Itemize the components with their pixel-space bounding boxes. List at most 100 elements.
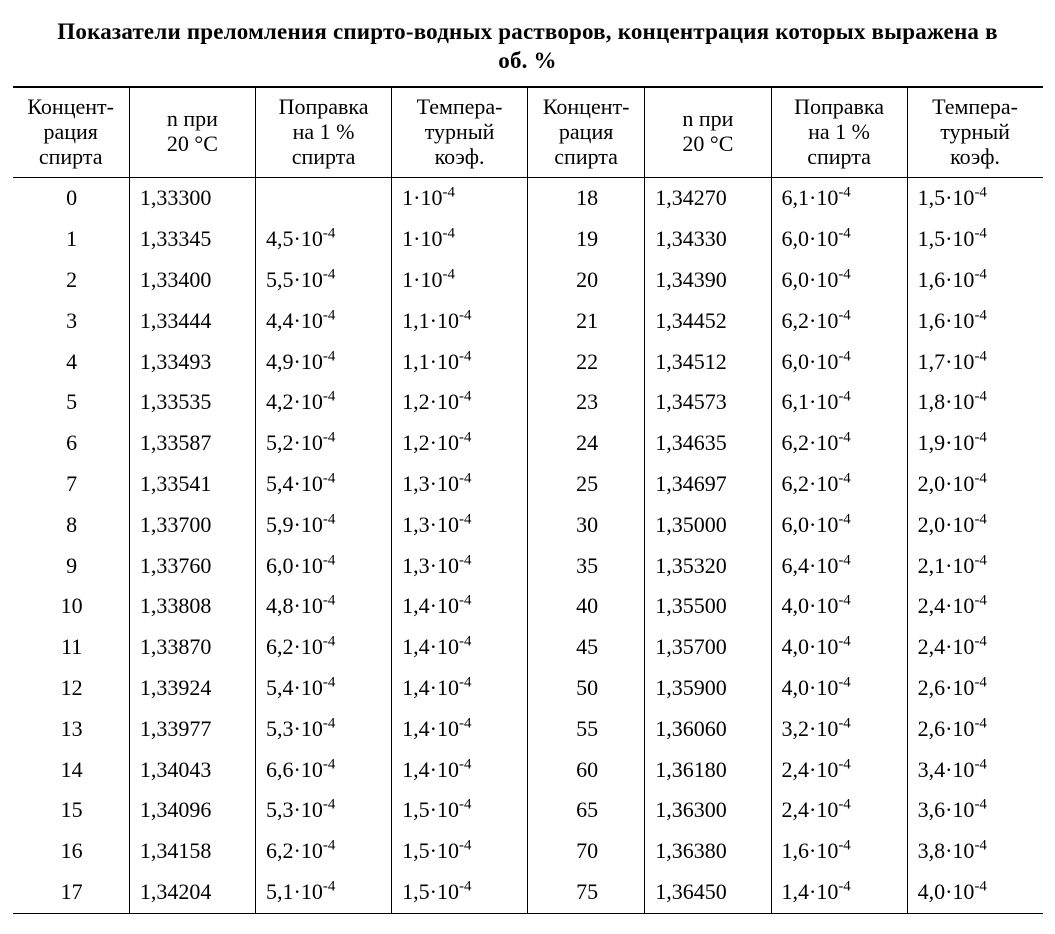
cell-corr_l: 6,6·10-4 xyxy=(256,750,392,791)
cell-conc_l: 1 xyxy=(13,219,130,260)
table-row: 41,334934,9·10-41,1·10-4221,345126,0·10-… xyxy=(13,342,1043,383)
cell-n_r: 1,36180 xyxy=(645,750,771,791)
cell-n_r: 1,34512 xyxy=(645,342,771,383)
table-row: 111,338706,2·10-41,4·10-4451,357004,0·10… xyxy=(13,627,1043,668)
cell-conc_r: 24 xyxy=(527,423,644,464)
cell-n_r: 1,36450 xyxy=(645,872,771,913)
cell-conc_r: 18 xyxy=(527,178,644,219)
cell-conc_l: 9 xyxy=(13,546,130,587)
cell-tcoef_l: 1·10-4 xyxy=(392,178,528,219)
cell-tcoef_l: 1,5·10-4 xyxy=(392,872,528,913)
cell-conc_l: 3 xyxy=(13,301,130,342)
cell-tcoef_l: 1·10-4 xyxy=(392,260,528,301)
cell-tcoef_l: 1,2·10-4 xyxy=(392,382,528,423)
col-header-conc_r: Концент-рацияспирта xyxy=(527,87,644,178)
cell-conc_l: 11 xyxy=(13,627,130,668)
cell-n_r: 1,35500 xyxy=(645,586,771,627)
cell-corr_l xyxy=(256,178,392,219)
cell-n_r: 1,35000 xyxy=(645,505,771,546)
cell-corr_l: 4,2·10-4 xyxy=(256,382,392,423)
table-title: Показатели преломления спирто-водных рас… xyxy=(48,18,1008,76)
cell-n_l: 1,33345 xyxy=(129,219,255,260)
col-header-n_l: n при20 °C xyxy=(129,87,255,178)
cell-tcoef_l: 1,3·10-4 xyxy=(392,464,528,505)
cell-n_l: 1,33760 xyxy=(129,546,255,587)
cell-tcoef_r: 1,6·10-4 xyxy=(907,260,1042,301)
cell-corr_l: 4,5·10-4 xyxy=(256,219,392,260)
cell-tcoef_r: 3,4·10-4 xyxy=(907,750,1042,791)
cell-conc_r: 30 xyxy=(527,505,644,546)
cell-conc_l: 12 xyxy=(13,668,130,709)
table-row: 11,333454,5·10-41·10-4191,343306,0·10-41… xyxy=(13,219,1043,260)
table-row: 71,335415,4·10-41,3·10-4251,346976,2·10-… xyxy=(13,464,1043,505)
col-header-n_r: n при20 °C xyxy=(645,87,771,178)
cell-n_r: 1,34452 xyxy=(645,301,771,342)
table-row: 101,338084,8·10-41,4·10-4401,355004,0·10… xyxy=(13,586,1043,627)
cell-conc_r: 60 xyxy=(527,750,644,791)
cell-n_r: 1,36060 xyxy=(645,709,771,750)
cell-conc_r: 22 xyxy=(527,342,644,383)
cell-corr_l: 5,1·10-4 xyxy=(256,872,392,913)
cell-corr_r: 6,1·10-4 xyxy=(771,178,907,219)
table-row: 01,333001·10-4181,342706,1·10-41,5·10-4 xyxy=(13,178,1043,219)
cell-corr_r: 3,2·10-4 xyxy=(771,709,907,750)
cell-corr_r: 6,2·10-4 xyxy=(771,423,907,464)
cell-conc_l: 15 xyxy=(13,790,130,831)
cell-n_r: 1,36300 xyxy=(645,790,771,831)
table-row: 141,340436,6·10-41,4·10-4601,361802,4·10… xyxy=(13,750,1043,791)
cell-conc_l: 14 xyxy=(13,750,130,791)
cell-tcoef_r: 1,9·10-4 xyxy=(907,423,1042,464)
cell-conc_r: 19 xyxy=(527,219,644,260)
cell-conc_r: 35 xyxy=(527,546,644,587)
refraction-table: Концент-рацияспиртаn при20 °CПоправкана … xyxy=(13,86,1043,914)
cell-n_r: 1,34573 xyxy=(645,382,771,423)
cell-conc_l: 10 xyxy=(13,586,130,627)
cell-tcoef_r: 2,0·10-4 xyxy=(907,505,1042,546)
cell-n_r: 1,35320 xyxy=(645,546,771,587)
table-head: Концент-рацияспиртаn при20 °CПоправкана … xyxy=(13,87,1043,178)
cell-conc_l: 4 xyxy=(13,342,130,383)
cell-corr_r: 4,0·10-4 xyxy=(771,627,907,668)
cell-tcoef_r: 1,6·10-4 xyxy=(907,301,1042,342)
cell-corr_r: 6,0·10-4 xyxy=(771,342,907,383)
cell-n_r: 1,34635 xyxy=(645,423,771,464)
cell-conc_l: 7 xyxy=(13,464,130,505)
cell-n_l: 1,33493 xyxy=(129,342,255,383)
cell-tcoef_r: 1,7·10-4 xyxy=(907,342,1042,383)
cell-conc_r: 75 xyxy=(527,872,644,913)
cell-corr_l: 4,9·10-4 xyxy=(256,342,392,383)
cell-conc_l: 6 xyxy=(13,423,130,464)
cell-n_l: 1,33400 xyxy=(129,260,255,301)
cell-n_l: 1,33541 xyxy=(129,464,255,505)
cell-conc_r: 21 xyxy=(527,301,644,342)
table-row: 81,337005,9·10-41,3·10-4301,350006,0·10-… xyxy=(13,505,1043,546)
col-header-tcoef_r: Темпера-турныйкоэф. xyxy=(907,87,1042,178)
cell-corr_r: 6,1·10-4 xyxy=(771,382,907,423)
cell-corr_r: 2,4·10-4 xyxy=(771,790,907,831)
cell-corr_r: 6,0·10-4 xyxy=(771,505,907,546)
cell-corr_r: 6,2·10-4 xyxy=(771,464,907,505)
cell-conc_r: 25 xyxy=(527,464,644,505)
table-row: 151,340965,3·10-41,5·10-4651,363002,4·10… xyxy=(13,790,1043,831)
cell-conc_l: 8 xyxy=(13,505,130,546)
cell-tcoef_r: 2,6·10-4 xyxy=(907,709,1042,750)
cell-tcoef_l: 1,4·10-4 xyxy=(392,750,528,791)
cell-n_l: 1,33535 xyxy=(129,382,255,423)
table-header-row: Концент-рацияспиртаn при20 °CПоправкана … xyxy=(13,87,1043,178)
cell-tcoef_r: 2,0·10-4 xyxy=(907,464,1042,505)
cell-n_l: 1,33977 xyxy=(129,709,255,750)
cell-conc_r: 20 xyxy=(527,260,644,301)
cell-n_r: 1,34697 xyxy=(645,464,771,505)
cell-corr_l: 5,3·10-4 xyxy=(256,790,392,831)
cell-conc_l: 0 xyxy=(13,178,130,219)
cell-conc_l: 5 xyxy=(13,382,130,423)
cell-corr_r: 6,0·10-4 xyxy=(771,219,907,260)
cell-tcoef_l: 1·10-4 xyxy=(392,219,528,260)
cell-corr_l: 4,4·10-4 xyxy=(256,301,392,342)
cell-conc_l: 17 xyxy=(13,872,130,913)
cell-corr_l: 5,3·10-4 xyxy=(256,709,392,750)
cell-conc_l: 13 xyxy=(13,709,130,750)
cell-corr_r: 2,4·10-4 xyxy=(771,750,907,791)
table-row: 21,334005,5·10-41·10-4201,343906,0·10-41… xyxy=(13,260,1043,301)
cell-tcoef_l: 1,1·10-4 xyxy=(392,301,528,342)
